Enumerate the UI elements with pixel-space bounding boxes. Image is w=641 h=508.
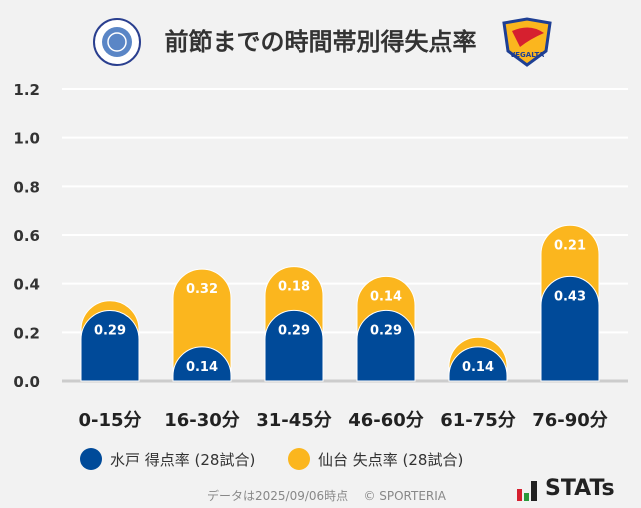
data-label-sendai: 0.32 <box>186 282 218 297</box>
y-tick-label: 0.6 <box>13 227 40 245</box>
x-tick-label: 31-45分 <box>256 410 332 431</box>
data-label-mito: 0.14 <box>462 360 494 375</box>
y-tick-label: 0.0 <box>13 373 40 391</box>
x-tick-label: 61-75分 <box>440 410 516 431</box>
bar-segment-mito <box>264 310 324 382</box>
legend-item-mito: 水戸 得点率 (28試合) <box>80 448 255 470</box>
vegalta-sendai-logo: VEGALTA <box>500 17 554 71</box>
bar-chart: 0.0 0.2 0.4 0.6 0.8 1.0 1.2 0.29 0-15分 0.32 0.14 16… <box>13 81 628 431</box>
bar-segment-mito <box>172 346 232 382</box>
x-tick-label: 46-60分 <box>348 410 424 431</box>
x-tick-label: 16-30分 <box>164 410 240 431</box>
data-label-mito: 0.43 <box>554 289 586 304</box>
data-label-mito: 0.29 <box>278 323 310 338</box>
stats-logo: STATs <box>517 476 615 501</box>
bar-segment-mito <box>80 310 140 382</box>
bar-segment-mito <box>448 346 508 382</box>
data-label-sendai: 0.21 <box>554 238 586 253</box>
y-tick-label: 0.8 <box>13 178 40 196</box>
chart-title: 前節までの時間帯別得失点率 <box>164 28 477 56</box>
date-note: データは2025/09/06時点 <box>207 489 349 503</box>
brand-name: STATs <box>545 476 615 501</box>
bar-segment-mito <box>540 275 600 382</box>
legend-label: 水戸 得点率 (28試合) <box>110 450 256 469</box>
legend-item-sendai: 仙台 失点率 (28試合) <box>288 448 463 470</box>
x-tick-label: 76-90分 <box>532 410 608 431</box>
y-tick-label: 1.0 <box>13 130 40 148</box>
y-tick-label: 0.4 <box>13 276 40 294</box>
data-label-mito: 0.14 <box>186 360 218 375</box>
stats-bars-icon <box>517 481 537 501</box>
footer: データは2025/09/06時点 © SPORTERIA <box>207 487 446 504</box>
svg-text:VEGALTA: VEGALTA <box>510 51 545 59</box>
copyright: © SPORTERIA <box>363 489 447 503</box>
bar-segment-mito <box>356 310 416 382</box>
x-tick-label: 0-15分 <box>78 410 141 431</box>
legend-swatch-yellow <box>288 448 310 470</box>
data-label-mito: 0.29 <box>370 323 402 338</box>
data-label-sendai: 0.14 <box>370 289 402 304</box>
data-label-mito: 0.29 <box>94 323 126 338</box>
mito-hollyhock-logo <box>92 17 142 71</box>
legend-swatch-blue <box>80 448 102 470</box>
legend-label: 仙台 失点率 (28試合) <box>318 450 464 469</box>
y-tick-label: 1.2 <box>13 81 40 99</box>
data-label-sendai: 0.18 <box>278 280 310 295</box>
y-tick-label: 0.2 <box>13 324 40 342</box>
